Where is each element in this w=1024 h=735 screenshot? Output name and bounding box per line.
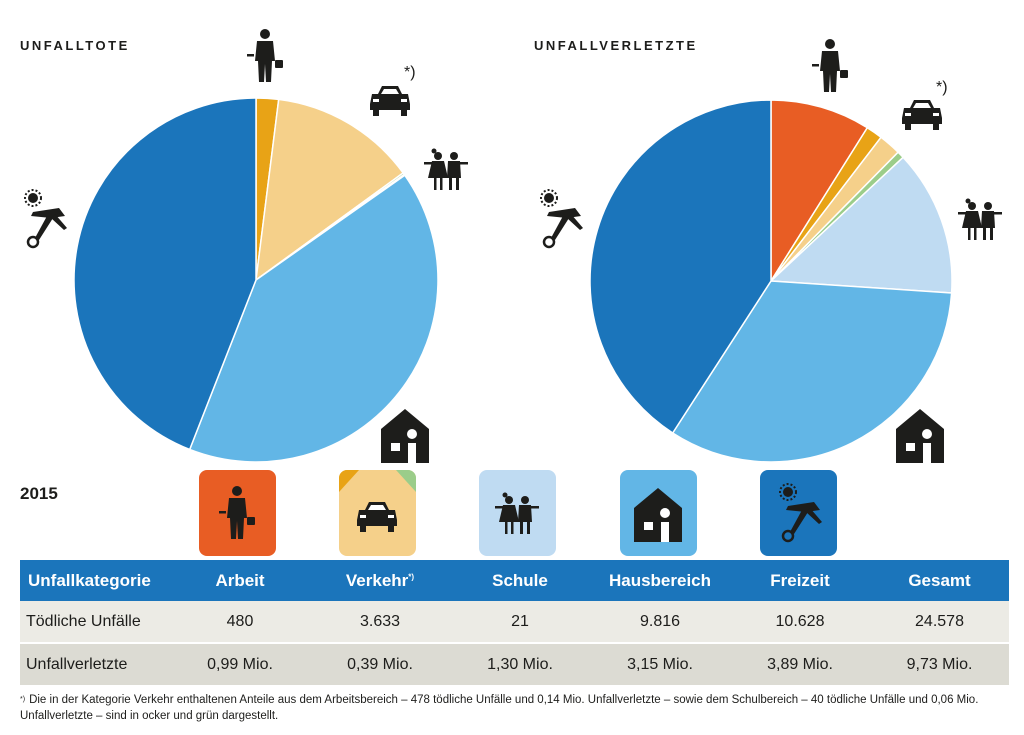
pie-slice-arbeit: [770, 99, 869, 284]
table-cell: 3,15 Mio.: [590, 643, 730, 685]
header-verkehr-label: Verkehr: [345, 570, 409, 590]
header-verkehr: Verkehr*): [310, 560, 450, 601]
table-cell: 1,30 Mio.: [450, 643, 590, 685]
pie-unfalltote: [73, 97, 439, 463]
header-note: *): [408, 571, 415, 581]
table-row: Unfallverletzte 0,99 Mio. 0,39 Mio. 1,30…: [20, 643, 1009, 685]
house-icon: [896, 409, 944, 463]
year-label: 2015: [20, 484, 58, 503]
kids-icon: [424, 148, 468, 190]
header-unfallkategorie: Unfallkategorie: [20, 560, 170, 601]
kids-icon: [958, 198, 1002, 240]
chart-title-unfalltote: UNFALLTOTE: [20, 38, 130, 53]
table-cell: 9.816: [590, 601, 730, 644]
table-cell: 480: [170, 601, 310, 644]
worker-icon: [812, 39, 848, 92]
worker-icon: [247, 29, 283, 82]
header-arbeit: Arbeit: [170, 560, 310, 601]
table-cell: 10.628: [730, 601, 870, 644]
car-icon: [902, 100, 942, 130]
green-corner: [396, 470, 416, 492]
icon-background: [760, 470, 837, 556]
house-icon: [381, 409, 429, 463]
note-marker: *): [936, 79, 948, 96]
icon-background: [479, 470, 556, 556]
category-icon-freizeit: [760, 470, 837, 556]
ocker-corner: [339, 470, 359, 492]
header-gesamt: Gesamt: [870, 560, 1009, 601]
footnote-text: Die in der Kategorie Verkehr enthaltenen…: [20, 694, 979, 722]
table-cell: 3.633: [310, 601, 450, 644]
header-schule: Schule: [450, 560, 590, 601]
sport-icon: [539, 188, 585, 249]
pie-slice-hausbereich: [188, 174, 439, 463]
pie-slice-verkehr: [255, 98, 405, 282]
header-freizeit: Freizeit: [730, 560, 870, 601]
footnote-marker: *): [20, 696, 26, 703]
category-icon-hausbereich: [620, 470, 697, 556]
table-cell: 0,39 Mio.: [310, 643, 450, 685]
category-icon-arbeit: [199, 470, 276, 556]
pie-charts: *) *): [23, 29, 1002, 463]
table-cell: 9,73 Mio.: [870, 643, 1009, 685]
chart-title-unfallverletzte: UNFALLVERLETZTE: [534, 38, 698, 53]
sport-icon: [23, 188, 69, 249]
table-cell: 3,89 Mio.: [730, 643, 870, 685]
pie-slice-freizeit: [589, 99, 772, 435]
pie-unfallverletzte: [589, 99, 953, 463]
table-row: Tödliche Unfälle 480 3.633 21 9.816 10.6…: [20, 601, 1009, 644]
row-label: Tödliche Unfälle: [20, 601, 170, 644]
category-icon-verkehr: [339, 470, 416, 556]
note-marker: *): [404, 64, 416, 81]
car-icon: [370, 86, 410, 116]
pie-slice-freizeit: [73, 97, 257, 451]
table-cell: 0,99 Mio.: [170, 643, 310, 685]
pie-slice-schule: [769, 156, 953, 294]
table-cell: 24.578: [870, 601, 1009, 644]
table-header: Unfallkategorie Arbeit Verkehr*) Schule …: [20, 560, 1009, 601]
footnote: *) Die in der Kategorie Verkehr enthalten…: [20, 692, 1000, 724]
table-cell: 21: [450, 601, 590, 644]
category-icon-schule: [479, 470, 556, 556]
row-label: Unfallverletzte: [20, 643, 170, 685]
data-table: Unfallkategorie Arbeit Verkehr*) Schule …: [20, 560, 1009, 685]
header-hausbereich: Hausbereich: [590, 560, 730, 601]
